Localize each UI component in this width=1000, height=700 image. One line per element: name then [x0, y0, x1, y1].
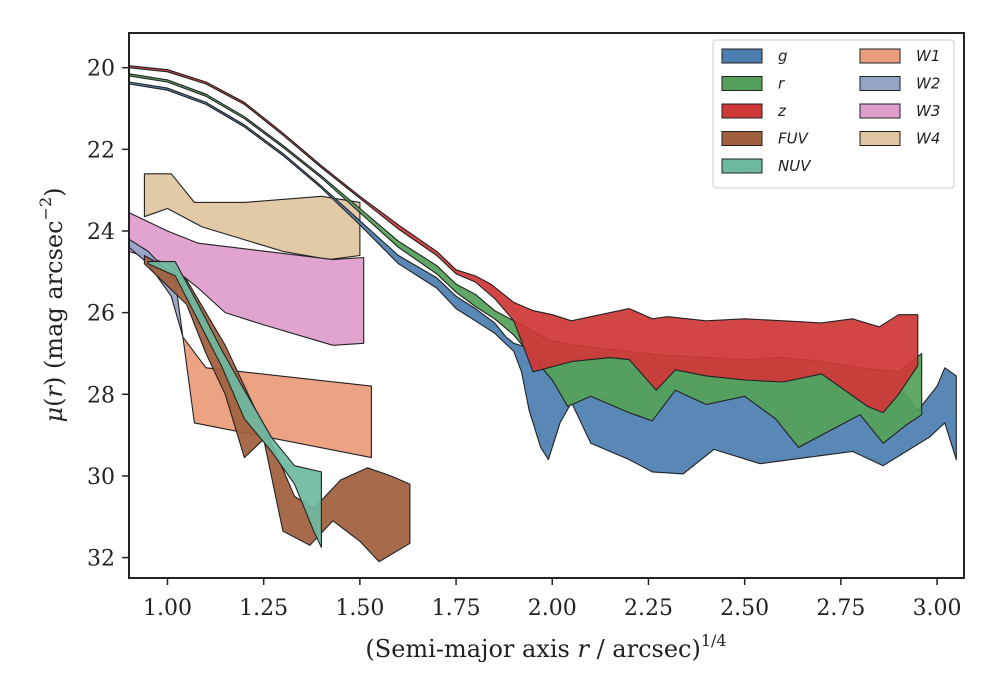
- x-axis: 1.00 1.25 1.50 1.75 2.00 2.25 2.50 2.75 3.00: [143, 578, 962, 621]
- y-axis-label: μ(r) (mag arcsec−2): [36, 187, 68, 422]
- legend-label-z: z: [777, 102, 787, 120]
- y-tick-label: 20: [87, 57, 115, 82]
- legend-swatch-fuv: [721, 131, 763, 146]
- legend-swatch-w4: [859, 131, 901, 146]
- legend-swatch-w3: [859, 103, 901, 119]
- legend: grz FUV NUV W1 W2 W3 W4: [712, 39, 955, 189]
- x-tick-label: 1.50: [335, 596, 384, 621]
- plot-frame: [128, 32, 965, 579]
- x-tick-label: 2.00: [528, 596, 577, 621]
- x-tick-label: 2.50: [720, 596, 769, 621]
- series-band-w1: [182, 336, 372, 459]
- x-tick-label: 3.00: [913, 596, 962, 621]
- legend-swatch-nuv: [721, 158, 763, 174]
- x-tick-label: 1.25: [239, 596, 288, 621]
- legend-swatch-g: [721, 48, 763, 64]
- series-band-nuv: [147, 261, 322, 548]
- legend-label-g: g: [778, 47, 788, 65]
- legend-label-w1: W1: [916, 47, 940, 65]
- y-axis: 20 22 24 26 28 30 32: [87, 57, 129, 572]
- y-tick-label: 24: [87, 220, 115, 245]
- legend-label-nuv: NUV: [778, 157, 812, 175]
- legend-swatch-r: [721, 76, 763, 91]
- series-layer: [129, 65, 957, 563]
- legend-swatch-z: [721, 103, 763, 119]
- y-tick-label: 32: [87, 547, 115, 572]
- y-tick-label: 28: [87, 383, 115, 408]
- y-tick-label: 22: [87, 138, 115, 163]
- legend-label-fuv: FUV: [778, 130, 810, 148]
- series-band-z: [129, 65, 919, 414]
- legend-label-w2: W2: [916, 75, 940, 93]
- x-tick-label: 1.00: [143, 596, 192, 621]
- series-band-r: [129, 73, 923, 448]
- x-tick-label: 2.25: [624, 596, 673, 621]
- x-tick-label: 2.75: [816, 596, 865, 621]
- series-band-w4: [143, 173, 361, 261]
- x-axis-label: (Semi-major axis r / arcsec)1/4: [365, 631, 726, 663]
- legend-label-r: r: [778, 75, 785, 93]
- y-tick-label: 26: [87, 302, 115, 327]
- legend-swatch-w2: [859, 76, 901, 91]
- legend-swatch-w1: [859, 48, 901, 64]
- x-tick-label: 1.75: [432, 596, 481, 621]
- legend-label-w4: W4: [916, 130, 940, 148]
- y-tick-label: 30: [87, 465, 115, 490]
- legend-label-w3: W3: [916, 102, 940, 120]
